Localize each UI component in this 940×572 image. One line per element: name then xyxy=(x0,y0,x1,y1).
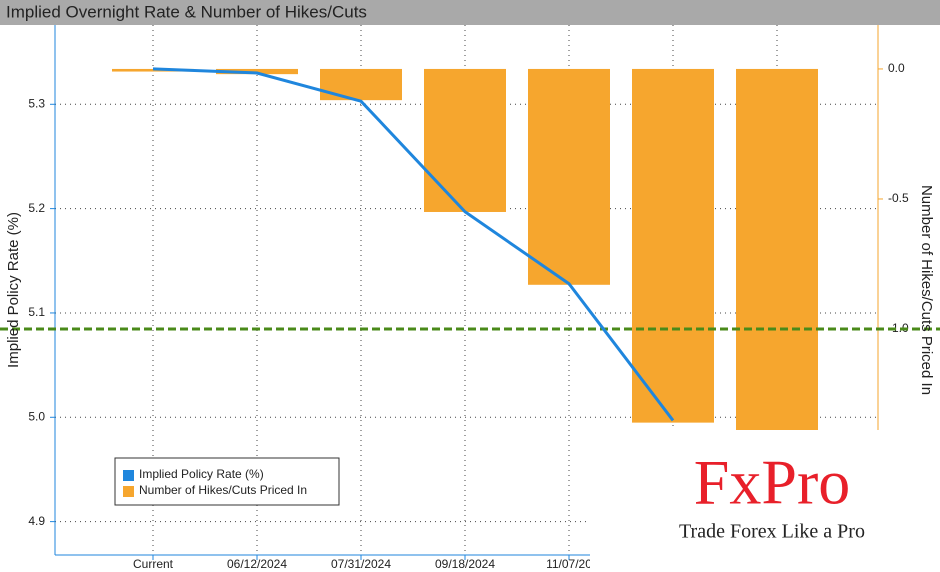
watermark-box xyxy=(590,430,940,572)
y-tick-label: 5.3 xyxy=(28,96,45,110)
bar xyxy=(632,68,714,423)
y-tick-label: 4.9 xyxy=(28,514,45,528)
x-tick-label: 11/07/20 xyxy=(546,557,592,571)
y2-tick-label: 0.0 xyxy=(888,61,905,75)
legend-label: Number of Hikes/Cuts Priced In xyxy=(139,483,307,497)
bar xyxy=(320,68,402,101)
line xyxy=(152,67,675,422)
legend-label: Implied Policy Rate (%) xyxy=(139,467,264,481)
legend-swatch xyxy=(123,470,134,481)
watermark-brand: FxPro xyxy=(694,447,851,518)
bar xyxy=(528,68,610,285)
title-bar xyxy=(0,0,940,25)
y2-tick-label: -1.0 xyxy=(888,321,909,335)
y2-tick-label: -0.5 xyxy=(888,191,909,205)
plot-area: 4.9 5.0 5.1 5.2 5.3 Current 06/12/2024 07/31/20… xyxy=(0,25,940,571)
x-tick-label: 06/12/2024 xyxy=(227,557,287,571)
x-tick-label: 07/31/2024 xyxy=(331,557,391,571)
bar xyxy=(736,68,818,431)
chart-title: Implied Overnight Rate & Number of Hikes… xyxy=(6,2,367,21)
y2-axis-label: Number of Hikes/Cuts Priced In xyxy=(918,185,935,395)
legend-swatch xyxy=(123,486,134,497)
y-tick-label: 5.2 xyxy=(28,201,45,215)
x-tick-label: 09/18/2024 xyxy=(435,557,495,571)
watermark: FxPro Trade Forex Like a Pro xyxy=(590,430,940,572)
legend: Implied Policy Rate (%) Number of Hikes/C… xyxy=(114,457,340,506)
y-axis-label: Implied Policy Rate (%) xyxy=(5,212,22,368)
y-tick-label: 5.0 xyxy=(28,409,45,423)
y-tick-label: 5.1 xyxy=(28,305,45,319)
watermark-tagline: Trade Forex Like a Pro xyxy=(679,521,865,543)
x-tick-label: Current xyxy=(133,557,174,571)
bar xyxy=(424,68,506,212)
legend-box xyxy=(114,457,340,506)
